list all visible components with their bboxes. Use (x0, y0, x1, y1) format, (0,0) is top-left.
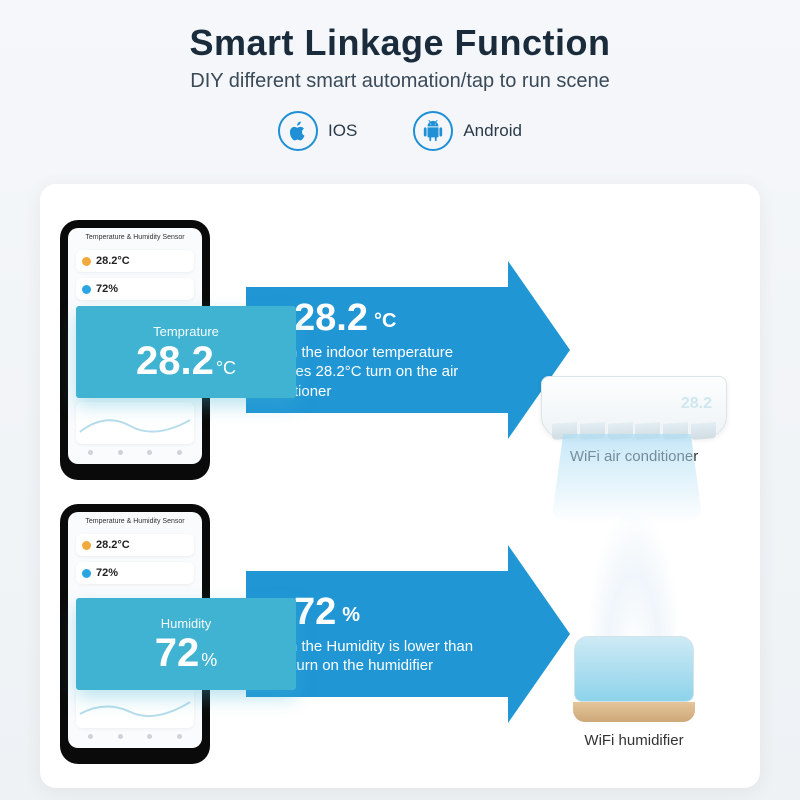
header: Smart Linkage Function DIY different sma… (0, 0, 800, 151)
overlay-value: 72 (155, 631, 200, 675)
platform-android: Android (413, 111, 522, 151)
humidifier-icon (574, 636, 694, 702)
overlay-value: 28.2 (136, 339, 214, 383)
phone-nav (76, 732, 194, 746)
thermometer-icon (82, 257, 91, 266)
temperature-overlay-card: Temprature 28.2°C (76, 306, 296, 398)
overlay-unit: % (201, 650, 217, 670)
phone-humidity-value: 72% (96, 567, 118, 579)
device-ac: 28.2 WiFi air conditioner (528, 235, 740, 465)
android-icon (413, 111, 453, 151)
phone-header-label: Temperature & Humidity Sensor (68, 518, 202, 525)
phone-humidity-card: 72% (76, 562, 194, 584)
ac-display-value: 28.2 (681, 395, 712, 413)
metric-value: 28.2 (294, 299, 368, 337)
humidity-overlay-card: Humidity 72% (76, 598, 296, 690)
phone-humidity-card: 72% (76, 278, 194, 300)
automation-row-temperature: Temperature & Humidity Sensor 28.2°C 72% (60, 208, 740, 492)
phone-nav (76, 448, 194, 462)
automation-row-humidity: Temperature & Humidity Sensor 28.2°C 72% (60, 492, 740, 776)
page-subtitle: DIY different smart automation/tap to ru… (0, 70, 800, 93)
device-humidifier: WiFi humidifier (528, 519, 740, 749)
page-title: Smart Linkage Function (0, 22, 800, 64)
platforms-row: IOS Android (0, 111, 800, 151)
main-panel: Temperature & Humidity Sensor 28.2°C 72% (40, 184, 760, 788)
phone-temp-value: 28.2°C (96, 539, 130, 551)
overlay-label: Temprature (153, 324, 219, 339)
droplet-icon (82, 285, 91, 294)
overlay-unit: °C (216, 358, 236, 378)
metric-unit: °C (374, 310, 396, 333)
device-label: WiFi humidifier (584, 732, 683, 749)
metric-value: 72 (294, 593, 336, 631)
phone-graph (76, 402, 194, 444)
mist-icon (589, 514, 679, 654)
platform-ios: IOS (278, 111, 357, 151)
phone-temp-card: 28.2°C (76, 534, 194, 556)
overlay-label: Humidity (161, 616, 212, 631)
platform-android-label: Android (463, 121, 522, 141)
thermometer-icon (82, 541, 91, 550)
metric-unit: % (342, 604, 360, 627)
droplet-icon (82, 569, 91, 578)
phone-humidity-value: 72% (96, 283, 118, 295)
apple-icon (278, 111, 318, 151)
air-conditioner-icon: 28.2 (541, 376, 727, 438)
phone-temp-value: 28.2°C (96, 255, 130, 267)
phone-graph (76, 686, 194, 728)
platform-ios-label: IOS (328, 121, 357, 141)
phone-temp-card: 28.2°C (76, 250, 194, 272)
phone-header-label: Temperature & Humidity Sensor (68, 234, 202, 241)
